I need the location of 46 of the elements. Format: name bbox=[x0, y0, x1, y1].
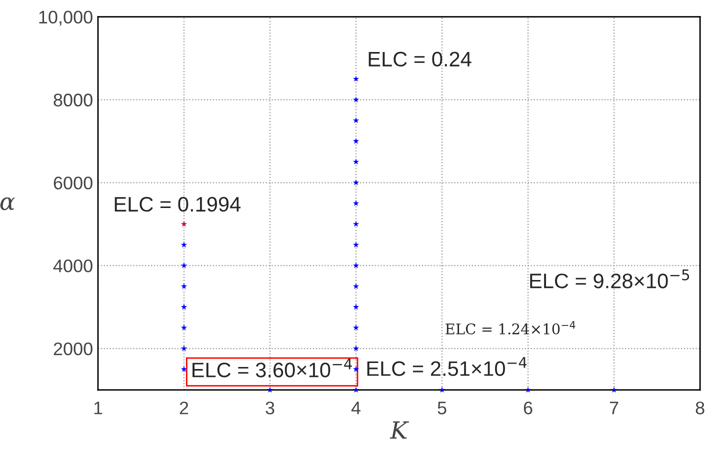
point bbox=[524, 386, 532, 393]
point bbox=[352, 220, 360, 227]
annotation: ELC = 1.24×10$^{−4}$ bbox=[446, 321, 576, 334]
point bbox=[180, 304, 188, 310]
y-tick-label: 2000 bbox=[54, 342, 92, 356]
annotation: ELC = 3.60×10$^{−4}$ bbox=[192, 358, 352, 378]
annotation: ELC = 0.1994 bbox=[114, 196, 241, 212]
point bbox=[438, 386, 446, 393]
point bbox=[352, 262, 360, 268]
x-tick-label: 3 bbox=[266, 402, 274, 414]
y-axis-title: α bbox=[0, 197, 15, 210]
y-tick-label: 6000 bbox=[54, 176, 92, 190]
annotation: ELC = 2.51×10$^{−4}$ bbox=[367, 357, 527, 376]
x-tick-label: 6 bbox=[524, 402, 532, 414]
annotation: ELC = 9.28×10$^{−5}$ bbox=[530, 270, 690, 288]
point bbox=[352, 117, 360, 124]
y-tick-label: 8000 bbox=[54, 94, 92, 106]
point bbox=[352, 158, 360, 165]
point bbox=[352, 345, 360, 352]
point bbox=[352, 242, 360, 248]
point bbox=[180, 220, 188, 227]
point bbox=[352, 179, 360, 186]
x-tick-label: 7 bbox=[610, 402, 618, 414]
point bbox=[180, 345, 188, 352]
y-tick-label: 4000 bbox=[53, 260, 92, 272]
point bbox=[180, 242, 188, 248]
x-tick-label: 4 bbox=[351, 402, 361, 414]
y-tick-label: 10,000 bbox=[39, 10, 92, 26]
x-axis-title: K bbox=[390, 421, 409, 439]
point bbox=[352, 366, 360, 372]
point bbox=[180, 262, 188, 268]
point bbox=[352, 304, 360, 310]
point bbox=[610, 386, 618, 393]
point bbox=[352, 96, 360, 102]
point bbox=[180, 283, 188, 289]
point bbox=[352, 386, 360, 393]
annotation: ELC = 0.24 bbox=[368, 52, 472, 67]
x-tick-label: 2 bbox=[180, 402, 188, 414]
point bbox=[266, 386, 274, 393]
point bbox=[352, 138, 360, 144]
x-tick-label: 8 bbox=[696, 402, 704, 414]
point bbox=[352, 76, 360, 82]
point bbox=[352, 200, 360, 206]
x-tick-label: 5 bbox=[438, 402, 446, 414]
x-tick-label: 1 bbox=[94, 402, 102, 414]
point bbox=[180, 366, 188, 372]
